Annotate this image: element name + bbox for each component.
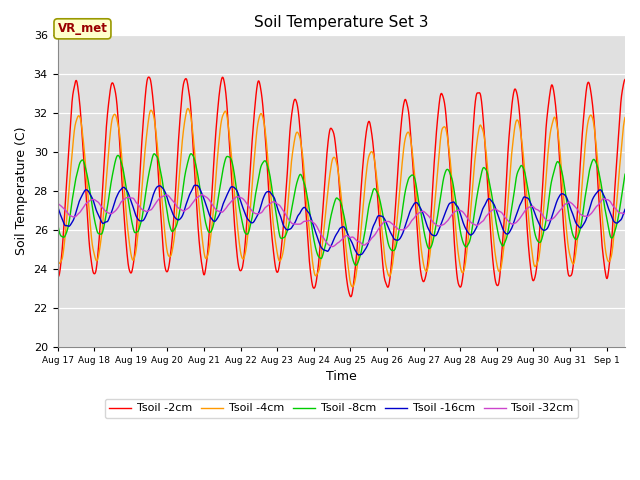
Tsoil -4cm <box>54 257 61 263</box>
Tsoil -4cm <box>349 284 356 289</box>
Tsoil -8cm <box>188 151 195 156</box>
Tsoil -8cm <box>484 171 492 177</box>
X-axis label: Time: Time <box>326 370 356 384</box>
Tsoil -4cm <box>166 253 174 259</box>
Tsoil -4cm <box>218 117 225 123</box>
Tsoil -32cm <box>54 200 61 206</box>
Tsoil -16cm <box>156 183 163 189</box>
Tsoil -8cm <box>156 163 163 168</box>
Tsoil -16cm <box>54 203 61 209</box>
Tsoil -16cm <box>621 206 629 212</box>
Tsoil -2cm <box>621 77 629 83</box>
Line: Tsoil -16cm: Tsoil -16cm <box>58 185 625 255</box>
Tsoil -32cm <box>547 217 554 223</box>
Line: Tsoil -32cm: Tsoil -32cm <box>58 194 625 247</box>
Tsoil -2cm <box>145 74 152 80</box>
Tsoil -4cm <box>484 166 492 171</box>
Tsoil -2cm <box>269 246 277 252</box>
Tsoil -8cm <box>54 220 61 226</box>
Tsoil -32cm <box>269 199 277 204</box>
Tsoil -32cm <box>198 192 205 197</box>
Tsoil -4cm <box>621 115 629 120</box>
Tsoil -2cm <box>218 76 225 82</box>
Tsoil -16cm <box>191 182 199 188</box>
Tsoil -8cm <box>269 193 277 199</box>
Title: Soil Temperature Set 3: Soil Temperature Set 3 <box>254 15 429 30</box>
Tsoil -8cm <box>218 175 225 180</box>
Tsoil -32cm <box>328 244 336 250</box>
Tsoil -8cm <box>166 224 174 230</box>
Tsoil -32cm <box>218 209 225 215</box>
Line: Tsoil -2cm: Tsoil -2cm <box>58 77 625 297</box>
Tsoil -2cm <box>166 252 174 257</box>
Tsoil -8cm <box>352 263 360 268</box>
Tsoil -32cm <box>156 195 163 201</box>
Tsoil -4cm <box>547 128 554 134</box>
Tsoil -4cm <box>269 220 277 226</box>
Tsoil -16cm <box>218 206 225 212</box>
Tsoil -4cm <box>156 167 163 173</box>
Tsoil -16cm <box>547 218 554 224</box>
Tsoil -8cm <box>547 184 554 190</box>
Y-axis label: Soil Temperature (C): Soil Temperature (C) <box>15 127 28 255</box>
Tsoil -2cm <box>347 294 355 300</box>
Tsoil -2cm <box>547 86 554 92</box>
Tsoil -4cm <box>184 106 192 111</box>
Line: Tsoil -4cm: Tsoil -4cm <box>58 108 625 287</box>
Tsoil -32cm <box>166 195 174 201</box>
Tsoil -32cm <box>621 211 629 216</box>
Tsoil -16cm <box>484 197 492 203</box>
Tsoil -2cm <box>484 184 492 190</box>
Legend: Tsoil -2cm, Tsoil -4cm, Tsoil -8cm, Tsoil -16cm, Tsoil -32cm: Tsoil -2cm, Tsoil -4cm, Tsoil -8cm, Tsoi… <box>104 399 578 418</box>
Text: VR_met: VR_met <box>58 23 108 36</box>
Tsoil -16cm <box>355 252 362 258</box>
Tsoil -16cm <box>269 193 277 199</box>
Tsoil -32cm <box>484 212 492 217</box>
Line: Tsoil -8cm: Tsoil -8cm <box>58 154 625 265</box>
Tsoil -8cm <box>621 171 629 177</box>
Tsoil -2cm <box>54 274 61 280</box>
Tsoil -16cm <box>166 204 174 209</box>
Tsoil -2cm <box>156 196 164 202</box>
